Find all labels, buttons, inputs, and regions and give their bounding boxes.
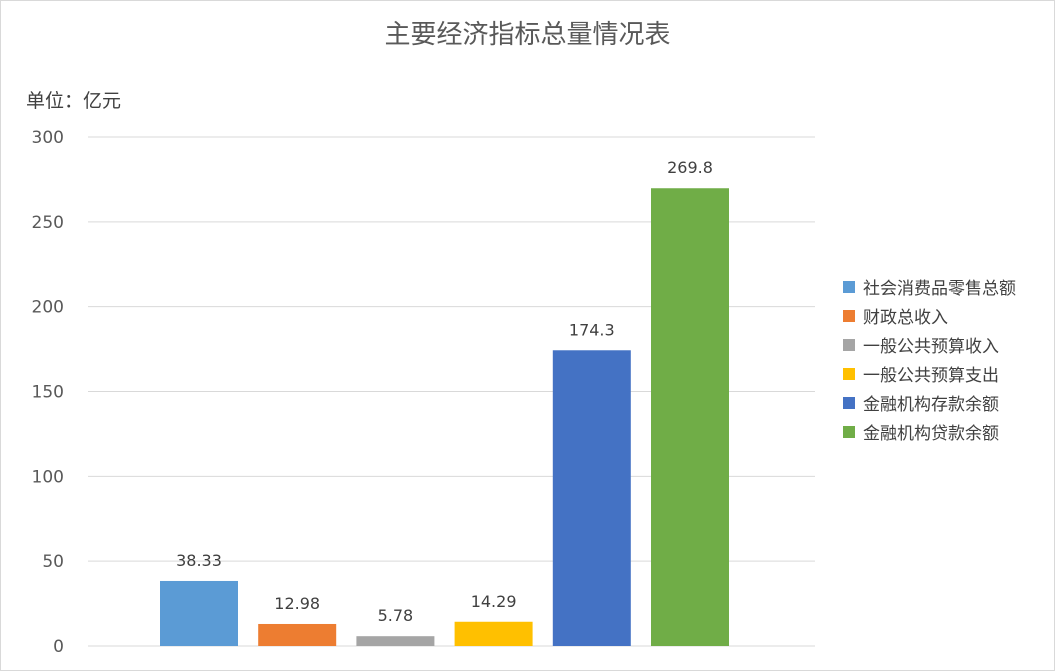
- y-tick-label-50: 50: [42, 552, 64, 572]
- legend-swatch-4: [843, 367, 855, 380]
- legend-swatch-6: [843, 425, 855, 438]
- legend-swatch-2: [843, 309, 855, 322]
- y-tick-label-200: 200: [32, 298, 64, 318]
- legend-item-1: 社会消费品零售总额: [843, 272, 1016, 301]
- legend-swatch-5: [843, 396, 855, 409]
- legend-item-6: 金融机构贷款余额: [843, 417, 1016, 446]
- legend-item-5: 金融机构存款余额: [843, 388, 1016, 417]
- legend-item-3: 一般公共预算收入: [843, 330, 1016, 359]
- legend-label-6: 金融机构贷款余额: [863, 424, 999, 444]
- bar-5: [552, 350, 631, 646]
- legend-item-2: 财政总收入: [843, 301, 1016, 330]
- bar-6: [651, 188, 729, 647]
- y-tick-label-250: 250: [32, 213, 64, 233]
- data-label-3: 5.78: [378, 606, 414, 625]
- legend-label-4: 一般公共预算支出: [863, 366, 999, 386]
- bar-3: [356, 636, 435, 646]
- legend-item-4: 一般公共预算支出: [843, 359, 1016, 388]
- bar-2: [258, 623, 337, 646]
- data-label-5: 174.3: [569, 320, 615, 339]
- data-label-1: 38.33: [176, 551, 222, 570]
- unit-label: 单位：亿元: [26, 90, 122, 112]
- y-tick-label-100: 100: [32, 467, 64, 487]
- legend-label-2: 财政总收入: [863, 308, 948, 328]
- legend-swatch-1: [843, 280, 855, 293]
- chart-title: 主要经济指标总量情况表: [384, 20, 671, 50]
- bar-1: [160, 580, 238, 646]
- legend-swatch-3: [843, 338, 855, 351]
- chart-legend: 社会消费品零售总额 财政总收入一般公共预算收入 一般公共预算支出 金融机构存款余额 金融…: [843, 272, 1016, 446]
- legend-label-5: 金融机构存款余额: [863, 395, 999, 415]
- data-label-6: 269.8: [667, 158, 713, 177]
- bar-4: [454, 621, 533, 646]
- y-tick-label-150: 150: [32, 383, 64, 403]
- data-label-2: 12.98: [274, 594, 320, 613]
- data-label-4: 14.29: [471, 592, 517, 611]
- legend-label-1: 社会消费品零售总额: [863, 279, 1016, 299]
- legend-label-3: 一般公共预算收入: [863, 337, 999, 357]
- y-tick-label-0: 0: [53, 637, 64, 657]
- y-tick-label-300: 300: [32, 128, 64, 148]
